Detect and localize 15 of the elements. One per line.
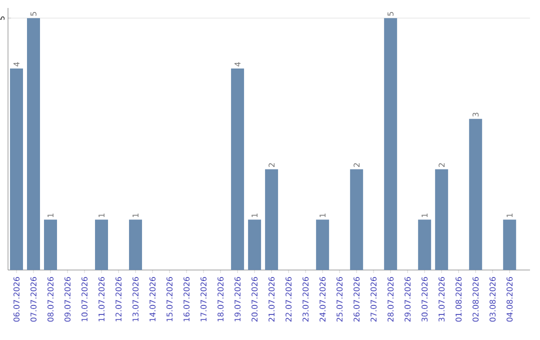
bar: [503, 220, 516, 270]
bar: [435, 169, 448, 270]
bar: [316, 220, 330, 270]
bar: [10, 68, 23, 270]
bar: [265, 169, 278, 270]
bar: [418, 220, 432, 270]
bar: [95, 220, 108, 270]
bar: [469, 118, 482, 270]
bar: [384, 18, 398, 270]
bar: [129, 220, 142, 270]
bar: [27, 18, 40, 270]
bar: [231, 68, 244, 270]
bar: [248, 220, 262, 270]
bar: [44, 220, 58, 270]
bar: [350, 169, 364, 270]
